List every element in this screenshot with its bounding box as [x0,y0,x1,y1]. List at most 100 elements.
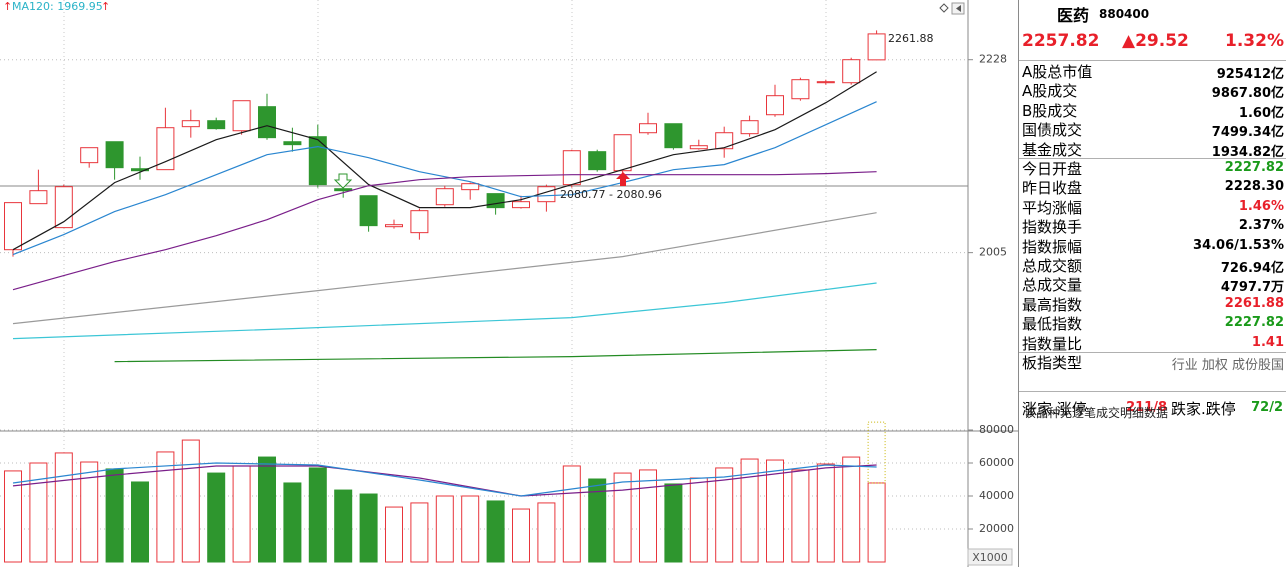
volume-bar [385,506,403,563]
volume-bar [131,481,149,563]
price-panel: 2005 2228 [0,30,1007,363]
candle-body [308,136,327,186]
row-label: A股成交 [1022,82,1078,101]
y-tick-label: 2228 [979,53,1007,66]
candle-body [740,120,759,135]
row-value: 2228.30 [1224,179,1284,195]
row-label: 板指类型 [1022,354,1083,372]
candle-body [258,106,276,139]
ma-line [12,171,877,291]
candle-body [562,150,581,186]
candle-body [613,134,632,172]
volume-bar [258,456,276,563]
chart: 2005 2228 20000 40000 60000 80000 ↑ MA120: 1… [0,0,1018,567]
breadth-down-label: 跌家.跌停 [1171,400,1236,418]
volume-bar [867,482,886,563]
note: 该品种无逐笔成交明细数据 [1024,406,1169,420]
volume-bar [4,470,22,563]
volume-bar [512,508,530,563]
row-label: 今日开盘 [1022,160,1083,178]
candle-body [435,188,454,206]
arrow-icon: ↑ [3,0,12,13]
candle-body [359,195,378,227]
volume-bar [689,477,708,563]
candle-body [816,81,835,84]
y-tick-label: 2005 [979,246,1007,259]
row-value: 9867.80亿 [1211,86,1284,102]
ma-line [12,282,877,340]
candle-body [791,79,810,100]
breadth-down-value: 72/2 [1251,400,1283,415]
ma-line [12,464,877,497]
price: 2257.82 [1022,31,1100,51]
candle-body [131,168,149,172]
ma-line [12,101,877,256]
rows: A股总市值 925412亿 A股成交 9867.80亿 B股成交 1.60亿 国债成交 749… [1019,0,1286,400]
volume-panel: 20000 40000 60000 80000 [0,421,1014,563]
volume-bar [80,461,99,563]
row-value: 7499.34亿 [1211,125,1284,141]
change-pct: 1.32% [1225,31,1284,51]
volume-bar [816,463,835,563]
candle-body [867,33,886,61]
row-label: B股成交 [1022,101,1078,120]
candle-body [486,193,505,209]
separator [1019,352,1286,353]
row-label: 指数量比 [1022,334,1083,353]
y-tick-label: 80000 [979,423,1014,436]
volume-bar [207,472,226,563]
candle-body [54,186,73,229]
candle-body [689,145,708,150]
breadth-up-label: 涨家.涨停 [1022,400,1087,418]
high-label: 2261.88 [888,32,934,45]
row-label: 昨日收盘 [1022,179,1083,198]
volume-bar [308,467,327,563]
icon-diamond[interactable] [939,3,949,13]
row-value: 4797.7万 [1220,280,1284,296]
row-value: 726.94亿 [1220,261,1284,276]
candle-body [766,95,784,116]
index-code: 880400 [1099,7,1150,21]
breadth-up-value: 211/8 [1126,400,1167,415]
index-name: 医药 [1057,6,1090,25]
volume-bar [639,469,657,563]
icon-left[interactable] [956,5,961,12]
row-label: A股总市值 [1022,63,1093,81]
row-value: 行业 加权 成份股国 [1171,358,1284,373]
ma-line [12,462,877,497]
row-value: 1.41 [1251,334,1284,350]
row-value: 925412亿 [1216,67,1284,82]
volume-bar [232,465,251,563]
row-label: 指数振幅 [1022,237,1083,256]
candle-body [105,141,124,169]
candle-body [588,151,607,171]
volume-bar [562,465,581,563]
candle-body [410,210,429,234]
row-value: 2227.82 [1224,160,1284,175]
candle-body [156,127,175,171]
volume-bar [766,459,784,563]
sell-arrow [333,173,353,189]
volume-bar [334,489,353,563]
candle-body [385,224,403,228]
row-value: 2227.82 [1224,315,1284,331]
candle-body [283,141,302,146]
candle-body [207,120,226,130]
ma-line [114,349,877,363]
unit-box [967,548,1013,566]
volume-bar [461,495,480,563]
row-label: 国债成交 [1022,121,1083,140]
separator [1019,158,1286,159]
row-label: 总成交量 [1022,276,1083,295]
volume-bar [156,451,175,563]
candle-body [80,147,99,164]
y-tick-label: 40000 [979,489,1014,502]
ma-line [12,71,877,251]
volume-bar [283,482,302,563]
volume-bar [588,478,607,563]
arrow-icon: ↑ [101,0,110,13]
volume-bar [29,462,48,563]
unit-label: X1000 [972,551,1008,564]
y-tick-label: 60000 [979,456,1014,469]
